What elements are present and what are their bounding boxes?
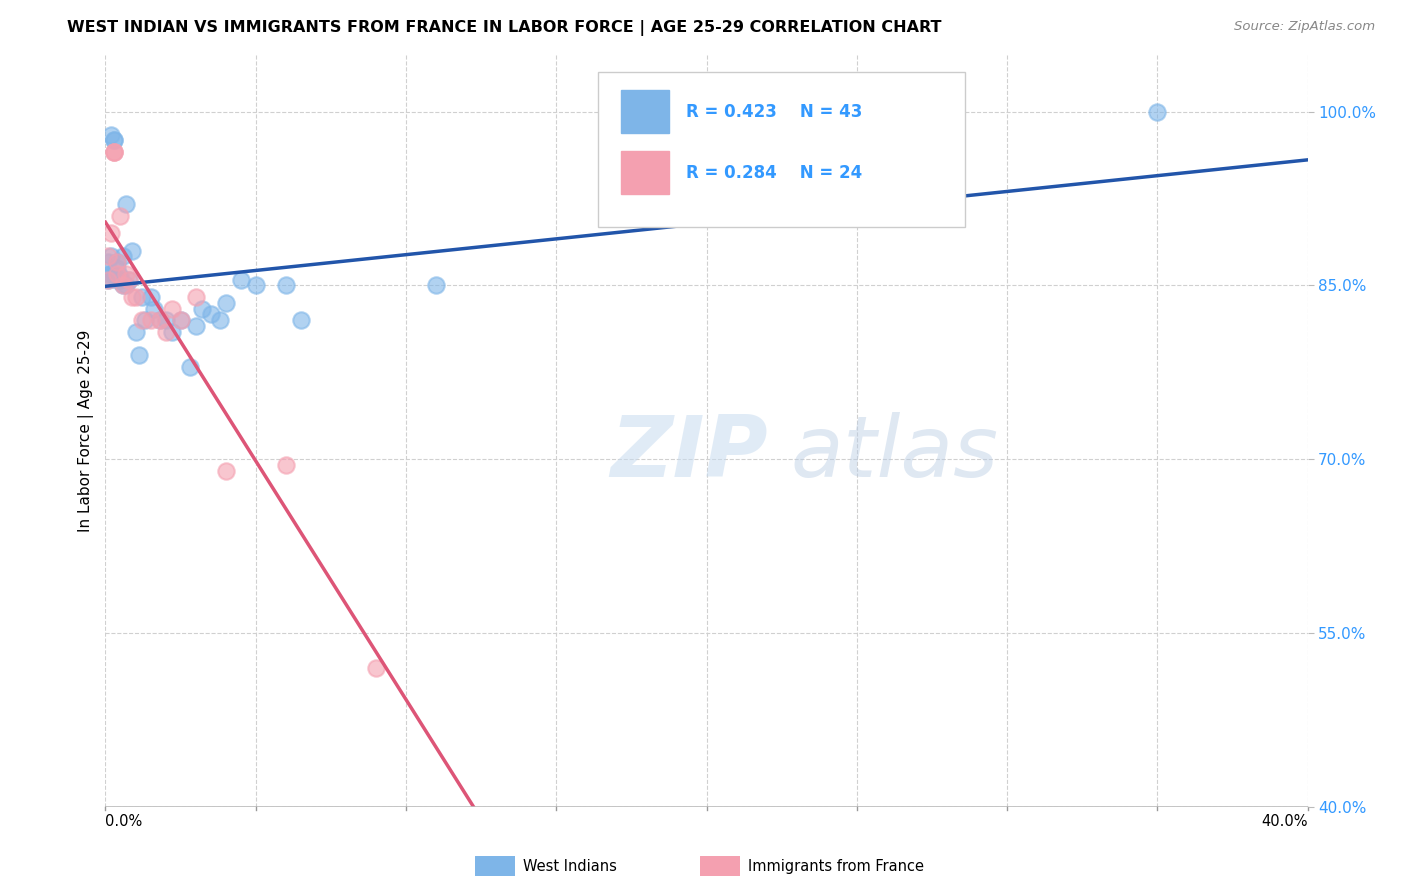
Point: [1146, 104, 1168, 119]
Point: [184, 290, 207, 304]
FancyBboxPatch shape: [621, 151, 669, 194]
Point: [131, 290, 153, 304]
Point: [100, 128, 122, 142]
Point: [121, 244, 143, 258]
Point: [97, 255, 120, 269]
Point: [121, 290, 143, 304]
Point: [107, 261, 129, 276]
Point: [97, 273, 120, 287]
Point: [110, 273, 132, 287]
Point: [148, 313, 170, 327]
Text: Immigrants from France: Immigrants from France: [748, 859, 924, 873]
Point: [107, 255, 129, 269]
Point: [97, 250, 120, 264]
Point: [103, 145, 125, 160]
Text: R = 0.423    N = 43: R = 0.423 N = 43: [686, 103, 862, 121]
Text: 0.0%: 0.0%: [105, 814, 142, 829]
Point: [124, 290, 146, 304]
Point: [100, 250, 122, 264]
Point: [131, 313, 153, 327]
Point: [103, 267, 125, 281]
Point: [97, 267, 120, 281]
Point: [103, 145, 125, 160]
FancyBboxPatch shape: [621, 90, 669, 134]
Point: [208, 313, 231, 327]
Point: [103, 134, 125, 148]
Point: [160, 301, 183, 316]
Point: [112, 278, 135, 293]
Point: [118, 273, 141, 287]
Point: [160, 325, 183, 339]
Point: [124, 325, 146, 339]
Point: [112, 278, 135, 293]
Point: [290, 313, 312, 327]
Text: ZIP: ZIP: [610, 411, 768, 494]
Point: [169, 313, 191, 327]
Point: [128, 348, 150, 362]
Point: [107, 255, 129, 269]
Point: [274, 278, 297, 293]
Y-axis label: In Labor Force | Age 25-29: In Labor Force | Age 25-29: [79, 329, 94, 532]
Text: WEST INDIAN VS IMMIGRANTS FROM FRANCE IN LABOR FORCE | AGE 25-29 CORRELATION CHA: WEST INDIAN VS IMMIGRANTS FROM FRANCE IN…: [67, 20, 942, 36]
Point: [115, 197, 138, 211]
Point: [214, 296, 236, 310]
Text: West Indians: West Indians: [523, 859, 617, 873]
Point: [148, 313, 170, 327]
Point: [115, 267, 138, 281]
Text: Source: ZipAtlas.com: Source: ZipAtlas.com: [1234, 20, 1375, 33]
Point: [115, 278, 138, 293]
Point: [425, 278, 447, 293]
Text: atlas: atlas: [790, 411, 998, 494]
Point: [274, 458, 297, 473]
Point: [139, 290, 162, 304]
Point: [103, 134, 125, 148]
Point: [110, 209, 132, 223]
Point: [200, 308, 222, 322]
Point: [107, 273, 129, 287]
Point: [169, 313, 191, 327]
Point: [110, 273, 132, 287]
Point: [155, 313, 177, 327]
Point: [110, 269, 132, 284]
Point: [112, 250, 135, 264]
Point: [364, 661, 387, 675]
Point: [214, 464, 236, 478]
Point: [118, 273, 141, 287]
Point: [139, 313, 162, 327]
Point: [100, 227, 122, 241]
FancyBboxPatch shape: [599, 72, 965, 227]
Point: [179, 359, 201, 374]
Point: [103, 145, 125, 160]
Point: [134, 313, 156, 327]
Point: [100, 267, 122, 281]
Point: [245, 278, 267, 293]
Text: 40.0%: 40.0%: [1261, 814, 1308, 829]
Point: [229, 273, 252, 287]
Point: [142, 301, 165, 316]
Point: [155, 325, 177, 339]
Point: [97, 273, 120, 287]
Point: [190, 301, 212, 316]
Point: [184, 319, 207, 334]
Point: [107, 267, 129, 281]
Text: R = 0.284    N = 24: R = 0.284 N = 24: [686, 163, 862, 182]
